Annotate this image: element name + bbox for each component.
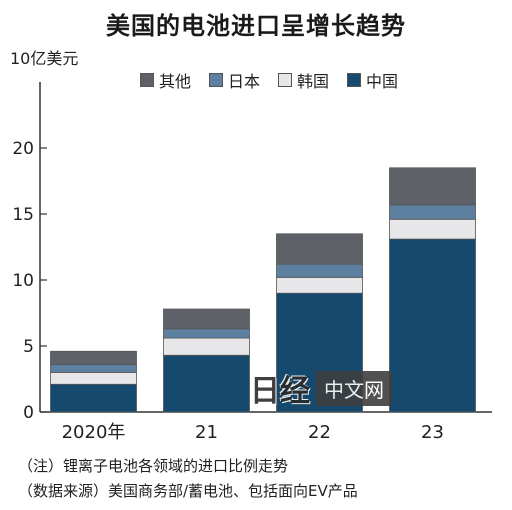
bar-segment xyxy=(50,350,137,365)
chart-legend: 其他 日本 韩国 中国 xyxy=(140,68,398,92)
y-tick-label: 15 xyxy=(12,205,34,225)
bar-segment xyxy=(163,328,250,339)
x-tick-label: 2020年 xyxy=(62,422,126,443)
bar-segment xyxy=(163,308,250,330)
legend-swatch-china xyxy=(347,73,362,87)
y-tick-label: 10 xyxy=(12,271,34,291)
bar-segment xyxy=(50,383,137,413)
legend-swatch-japan xyxy=(209,73,224,87)
watermark-logo: 日经 xyxy=(250,374,310,409)
legend-item-china: 中国 xyxy=(347,68,398,92)
legend-swatch-other xyxy=(140,73,154,87)
y-tick-label: 0 xyxy=(23,403,34,423)
x-tick-label: 23 xyxy=(421,422,444,443)
bar-segment xyxy=(50,364,137,373)
legend-item-korea: 韩国 xyxy=(278,68,329,92)
bar-segment xyxy=(50,371,137,385)
bar-segment xyxy=(389,218,476,240)
legend-label-korea: 韩国 xyxy=(297,72,330,91)
watermark: 日经 中文网 xyxy=(250,366,392,410)
chart-source: （数据来源）美国商务部/蓄电池、包括面向EV产品 xyxy=(18,482,358,500)
bar-segment xyxy=(163,354,250,413)
bar-segment xyxy=(276,276,363,294)
legend-label-japan: 日本 xyxy=(228,72,261,91)
bar-segment xyxy=(389,204,476,220)
bar-segment xyxy=(389,238,476,413)
bar-segment xyxy=(276,263,363,278)
watermark-text: 中文网 xyxy=(316,370,392,406)
chart-title: 美国的电池进口呈增长趋势 xyxy=(106,12,406,40)
chart-note: （注）锂离子电池各领域的进口比例走势 xyxy=(18,457,289,475)
legend-label-other: 其他 xyxy=(159,72,192,91)
y-tick-label: 5 xyxy=(23,337,34,357)
bar-segment xyxy=(389,167,476,206)
x-tick-label: 21 xyxy=(195,422,218,443)
legend-swatch-korea xyxy=(278,73,293,87)
bar-segment xyxy=(163,337,250,356)
x-tick-label: 22 xyxy=(308,422,331,443)
bar-segment xyxy=(276,233,363,265)
legend-item-japan: 日本 xyxy=(209,68,260,92)
legend-item-other: 其他 xyxy=(140,68,191,92)
legend-label-china: 中国 xyxy=(366,72,399,91)
y-tick-label: 20 xyxy=(12,139,34,159)
y-axis-unit-label: 10亿美元 xyxy=(10,49,79,68)
